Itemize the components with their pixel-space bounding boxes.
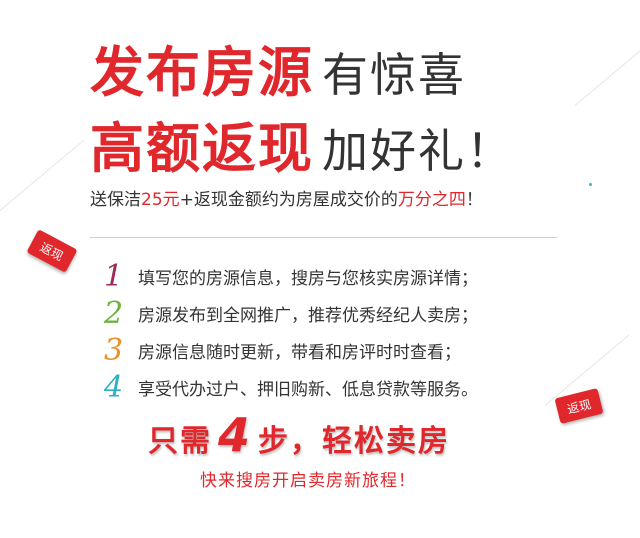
offer-ratio: 万分之四 <box>397 190 466 210</box>
step-text: 填写您的房源信息，搜房与您核实房源详情； <box>138 269 478 289</box>
offer-middle: +返现金额约为房屋成交价的 <box>179 190 398 210</box>
step-item: 2 房源发布到全网推广，推荐优秀经纪人卖房； <box>104 295 478 332</box>
tagline-after: 步，轻松卖房 <box>258 424 451 459</box>
decorative-dot <box>589 183 592 186</box>
decorative-line <box>0 139 85 211</box>
decorative-line <box>574 47 640 106</box>
tagline-step-count: 4 <box>218 408 253 462</box>
step-item: 3 房源信息随时更新，带看和房评时时查看； <box>104 332 478 369</box>
tagline-before: 只需 <box>148 424 212 459</box>
tagline: 只需 4 步，轻松卖房 <box>148 408 450 462</box>
step-text: 房源发布到全网推广，推荐优秀经纪人卖房； <box>138 306 478 326</box>
headline-highlight: 高额返现 <box>90 117 314 180</box>
headline-rest: 加好礼！ <box>322 124 514 178</box>
step-item: 4 享受代办过户、押旧购新、低息贷款等服务。 <box>104 369 478 406</box>
step-number: 2 <box>104 295 124 331</box>
offer-prefix: 送保洁 <box>90 190 141 210</box>
offer-amount: 25元 <box>141 190 180 210</box>
step-number: 3 <box>104 332 124 368</box>
headline-line-2: 高额返现 加好礼！ <box>90 104 514 183</box>
offer-suffix: ！ <box>465 190 483 210</box>
step-text: 享受代办过户、押旧购新、低息贷款等服务。 <box>138 380 478 400</box>
step-item: 1 填写您的房源信息，搜房与您核实房源详情； <box>104 258 478 295</box>
step-number: 1 <box>104 258 124 294</box>
step-number: 4 <box>104 369 124 405</box>
cta-text: 快来搜房开启卖房新旅程！ <box>200 471 416 491</box>
headline-rest: 有惊喜 <box>322 48 466 102</box>
headline-line-1: 发布房源 有惊喜 <box>90 28 466 107</box>
headline-highlight: 发布房源 <box>90 41 314 104</box>
divider <box>90 237 557 238</box>
cashback-flag-icon: 返现 <box>26 229 78 273</box>
cashback-flag-icon: 返现 <box>554 388 604 424</box>
offer-subline: 送保洁25元+返现金额约为房屋成交价的万分之四！ <box>90 185 483 210</box>
steps-list: 1 填写您的房源信息，搜房与您核实房源详情； 2 房源发布到全网推广，推荐优秀经… <box>104 258 478 406</box>
step-text: 房源信息随时更新，带看和房评时时查看； <box>138 343 461 363</box>
